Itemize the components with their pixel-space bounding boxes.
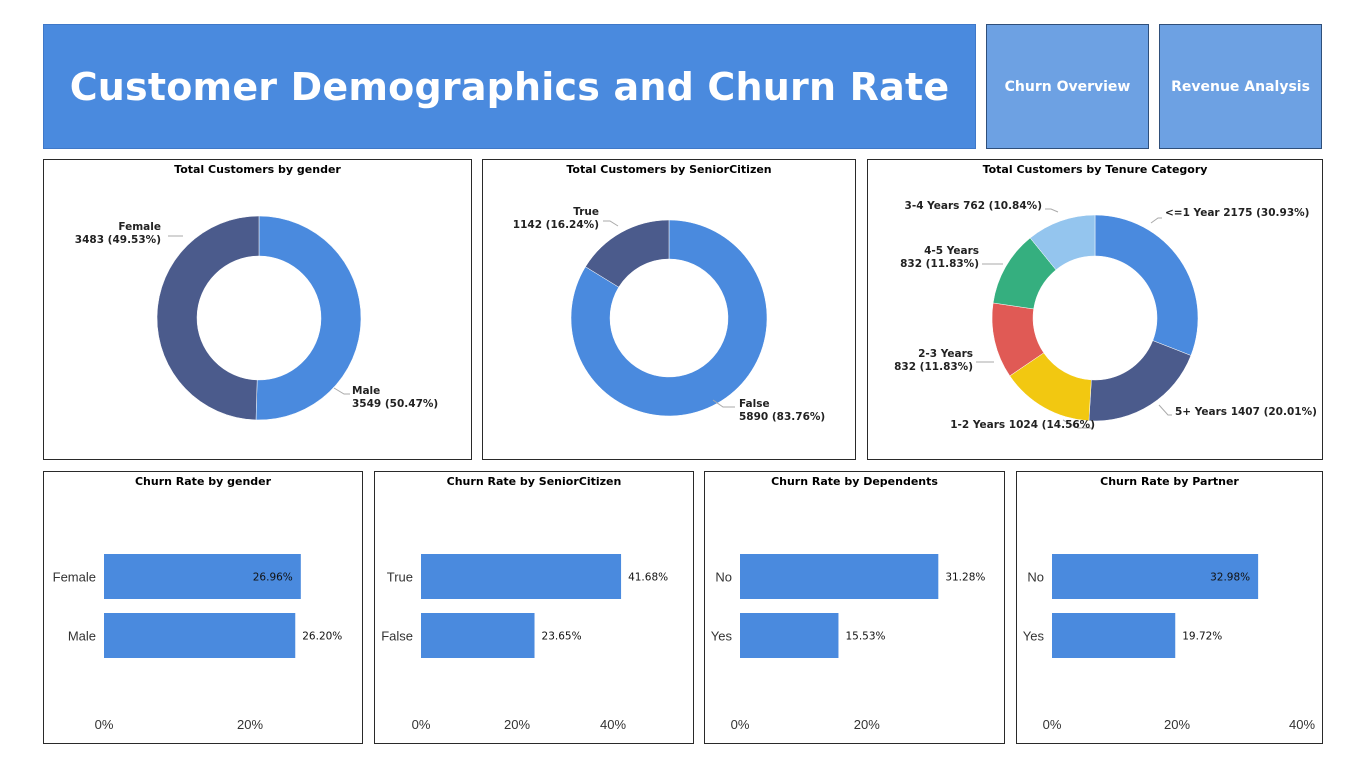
revenue-analysis-button[interactable]: Revenue Analysis bbox=[1159, 24, 1322, 149]
value-label: 23.65% bbox=[542, 631, 582, 643]
data-label-2-3-years: 2-3 Years 832 (11.83%) bbox=[894, 348, 973, 373]
x-tick-label: 40% bbox=[1289, 717, 1315, 732]
gender-donut-panel: Total Customers by gender Male 3549 (50.4… bbox=[43, 159, 472, 460]
churn-overview-button[interactable]: Churn Overview bbox=[986, 24, 1149, 149]
tenure-donut-panel: Total Customers by Tenure Category <=1 Y… bbox=[867, 159, 1323, 460]
page-title: Customer Demographics and Churn Rate bbox=[69, 64, 950, 109]
bar-yes[interactable] bbox=[740, 613, 839, 658]
churn-gender-panel: Churn Rate by gender Female 26.96% Male 26.… bbox=[43, 471, 363, 744]
chart-title: Churn Rate by Partner bbox=[1100, 475, 1239, 488]
value-label: 19.72% bbox=[1182, 631, 1222, 643]
churn-dependents-bar-chart: No 31.28% Yes 15.53% 0% 20% bbox=[711, 554, 985, 732]
value-label: 26.20% bbox=[302, 631, 342, 643]
category-label: Male bbox=[68, 629, 96, 644]
title-banner: Customer Demographics and Churn Rate bbox=[43, 24, 976, 149]
category-label: Yes bbox=[1023, 629, 1045, 644]
x-tick-label: 20% bbox=[854, 717, 880, 732]
leader-line bbox=[712, 399, 735, 408]
churn-senior-panel: Churn Rate by SeniorCitizen True 41.68% Fa… bbox=[374, 471, 694, 744]
data-label-1-2-years: 1-2 Years 1024 (14.56%) bbox=[950, 419, 1095, 431]
category-label: Yes bbox=[711, 629, 733, 644]
category-label: No bbox=[715, 570, 732, 585]
chart-title: Churn Rate by SeniorCitizen bbox=[446, 475, 622, 488]
slice-1-year[interactable] bbox=[1094, 214, 1199, 356]
slice-male[interactable] bbox=[255, 215, 362, 421]
bar-yes[interactable] bbox=[1052, 613, 1176, 658]
senior-donut-panel: Total Customers by SeniorCitizen False 58… bbox=[482, 159, 856, 460]
data-label-4-5-years: 4-5 Years 832 (11.83%) bbox=[900, 245, 979, 270]
category-label: True bbox=[387, 570, 413, 585]
bar-true[interactable] bbox=[421, 554, 622, 599]
chart-title: Total Customers by SeniorCitizen bbox=[566, 163, 772, 176]
tenure-donut-chart: <=1 Year 2175 (30.93%) 5+ Years 1407 (20.… bbox=[894, 200, 1317, 431]
chart-title: Total Customers by gender bbox=[174, 163, 341, 176]
slice-false[interactable] bbox=[570, 219, 768, 417]
chart-title: Total Customers by Tenure Category bbox=[982, 163, 1208, 176]
leader-line bbox=[1062, 419, 1093, 429]
churn-senior-bar-chart: True 41.68% False 23.65% 0% 20% 40% bbox=[381, 554, 668, 732]
category-label: No bbox=[1027, 570, 1044, 585]
data-label-male: Male 3549 (50.47%) bbox=[352, 385, 438, 410]
x-tick-label: 0% bbox=[731, 717, 750, 732]
category-label: Female bbox=[53, 570, 96, 585]
leader-line bbox=[1158, 404, 1172, 416]
x-tick-label: 20% bbox=[1164, 717, 1190, 732]
bar-male[interactable] bbox=[104, 613, 296, 658]
bar-no[interactable] bbox=[1052, 554, 1259, 599]
slice-3-4-years[interactable] bbox=[1029, 214, 1096, 271]
x-tick-label: 0% bbox=[95, 717, 114, 732]
x-tick-label: 40% bbox=[600, 717, 626, 732]
bar-false[interactable] bbox=[421, 613, 535, 658]
data-label-3-4-years: 3-4 Years 762 (10.84%) bbox=[905, 200, 1042, 212]
category-label: False bbox=[381, 629, 413, 644]
x-tick-label: 0% bbox=[1043, 717, 1062, 732]
value-label: 32.98% bbox=[1210, 572, 1250, 584]
chart-title: Churn Rate by Dependents bbox=[771, 475, 938, 488]
gender-donut-chart: Male 3549 (50.47%) Female 3483 (49.53%) bbox=[75, 215, 438, 421]
x-tick-label: 20% bbox=[237, 717, 263, 732]
leader-line bbox=[1045, 208, 1059, 213]
x-tick-label: 0% bbox=[412, 717, 431, 732]
data-label-5-years: 5+ Years 1407 (20.01%) bbox=[1175, 406, 1317, 418]
senior-donut-chart: False 5890 (83.76%) True 1142 (16.24%) bbox=[513, 206, 825, 423]
x-tick-label: 20% bbox=[504, 717, 530, 732]
slice-true[interactable] bbox=[585, 219, 670, 288]
churn-gender-bar-chart: Female 26.96% Male 26.20% 0% 20% bbox=[53, 554, 342, 732]
bar-no[interactable] bbox=[740, 554, 939, 599]
churn-dependents-panel: Churn Rate by Dependents No 31.28% Yes 15.5… bbox=[704, 471, 1005, 744]
bar-female[interactable] bbox=[104, 554, 301, 599]
leader-line bbox=[603, 220, 619, 227]
value-label: 15.53% bbox=[845, 631, 885, 643]
chart-title: Churn Rate by gender bbox=[134, 475, 272, 488]
value-label: 26.96% bbox=[253, 572, 293, 584]
data-label-false: False 5890 (83.76%) bbox=[739, 398, 825, 423]
data-label-1-year: <=1 Year 2175 (30.93%) bbox=[1165, 207, 1309, 219]
leader-line bbox=[1150, 217, 1162, 224]
churn-partner-bar-chart: No 32.98% Yes 19.72% 0% 20% 40% bbox=[1023, 554, 1315, 732]
data-label-female: Female 3483 (49.53%) bbox=[75, 221, 161, 246]
data-label-true: True 1142 (16.24%) bbox=[513, 206, 599, 231]
value-label: 31.28% bbox=[945, 572, 985, 584]
leader-line bbox=[333, 387, 350, 395]
value-label: 41.68% bbox=[628, 572, 668, 584]
churn-partner-panel: Churn Rate by Partner No 32.98% Yes 19.72% 0… bbox=[1016, 471, 1323, 744]
slice-female[interactable] bbox=[156, 215, 260, 421]
